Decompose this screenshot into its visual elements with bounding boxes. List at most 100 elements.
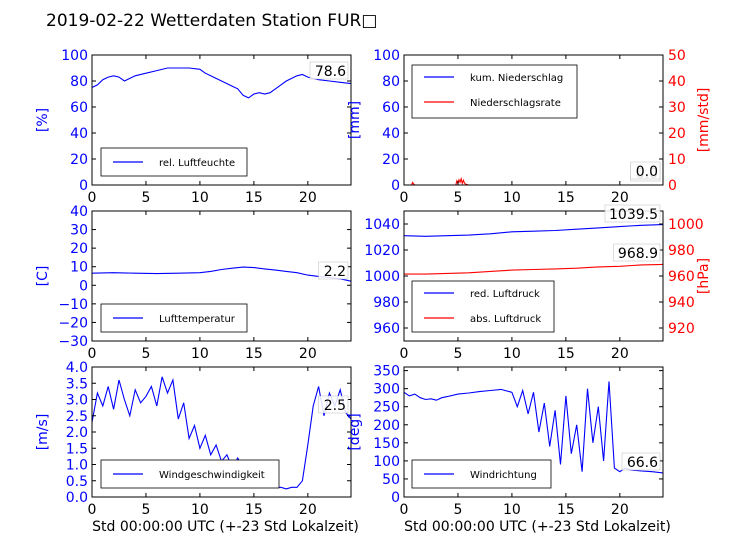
- y-tick-label: 20: [70, 152, 88, 168]
- y-right-tick-label: 960: [668, 269, 695, 285]
- y-tick-label: 40: [70, 126, 88, 142]
- value-annotation: 1039.5: [609, 207, 658, 223]
- x-tick-label: 10: [191, 346, 209, 362]
- y-tick-label: 30: [70, 223, 88, 239]
- y-tick-label: 1020: [364, 243, 400, 259]
- y-tick-label: 0: [391, 490, 400, 506]
- value-annotation-box: [604, 204, 661, 223]
- legend-entry: kum. Niederschlag: [470, 73, 563, 84]
- y-tick-label: 100: [373, 48, 400, 64]
- x-tick-label: 10: [503, 346, 521, 362]
- y-tick-label: 250: [373, 400, 400, 416]
- legend-entry: Windgeschwindigkeit: [159, 470, 265, 481]
- y-tick-label: 20: [382, 152, 400, 168]
- y-tick-label: 4.0: [66, 360, 88, 376]
- y-axis-label: [deg]: [347, 413, 363, 450]
- value-annotation-box: [318, 261, 349, 280]
- plot-frame: [91, 210, 352, 342]
- x-tick-label: 15: [557, 502, 575, 518]
- x-tick-label: 15: [245, 346, 263, 362]
- y-right-tick-label: 940: [668, 295, 695, 311]
- value-annotation-box: [318, 395, 349, 414]
- legend: red. Luftdruck abs. Luftdruck: [411, 280, 555, 333]
- y-right-tick-label: 30: [668, 100, 686, 116]
- x-axis-label: Std 00:00:00 UTC (+-23 Std Lokalzeit): [404, 519, 671, 535]
- series-line-0: [404, 381, 663, 474]
- y-tick-label: 3.5: [66, 376, 88, 392]
- y-tick-label: 100: [61, 48, 88, 64]
- y-tick-label: 20: [70, 241, 88, 257]
- y-tick-label: 1000: [364, 269, 400, 285]
- x-tick-label: 15: [245, 502, 263, 518]
- y-tick-label: 100: [373, 454, 400, 470]
- legend-entry: Niederschlagsrate: [470, 98, 561, 109]
- x-tick-label: 10: [503, 190, 521, 206]
- x-tick-label: 0: [88, 346, 97, 362]
- legend-entry: red. Luftdruck: [470, 289, 540, 300]
- x-tick-label: 5: [141, 502, 150, 518]
- y-tick-label: 200: [373, 418, 400, 434]
- y-right-tick-label: 920: [668, 321, 695, 337]
- x-tick-label: 20: [299, 190, 317, 206]
- y-tick-label: −20: [58, 315, 88, 331]
- legend-box: [411, 280, 555, 333]
- x-tick-label: 5: [141, 190, 150, 206]
- y-tick-label: 1.5: [66, 441, 88, 457]
- x-tick-label: 20: [611, 190, 629, 206]
- y-axis-label: [%]: [35, 108, 51, 132]
- y-tick-label: −30: [58, 334, 88, 350]
- x-tick-label: 10: [191, 502, 209, 518]
- y-tick-label: 1.0: [66, 458, 88, 474]
- legend: rel. Luftfeuchte: [100, 147, 248, 177]
- x-tick-label: 5: [453, 190, 462, 206]
- legend: Windrichtung: [411, 459, 552, 489]
- plot-frame: [91, 54, 352, 186]
- series-line-0: [92, 67, 351, 99]
- value-annotation-box: [613, 243, 661, 262]
- y-right-tick-label: 40: [668, 74, 686, 90]
- chart-panel: 0 5 10 15 20 0 20 40 60 80 100 [%] rel. Luftfeuchte 7…: [35, 48, 352, 206]
- value-annotation: 968.9: [618, 246, 658, 262]
- x-tick-label: 20: [299, 346, 317, 362]
- y-tick-label: 10: [70, 260, 88, 276]
- x-tick-label: 10: [191, 190, 209, 206]
- x-tick-label: 0: [88, 190, 97, 206]
- series-line-1: [404, 176, 663, 185]
- y-right-axis-label: [mm/std]: [696, 88, 712, 153]
- y-tick-label: 0.0: [66, 490, 88, 506]
- y-tick-label: 150: [373, 436, 400, 452]
- y-right-tick-label: 0: [668, 178, 677, 194]
- x-tick-label: 0: [88, 502, 97, 518]
- legend-box: [411, 64, 578, 119]
- x-tick-label: 15: [557, 346, 575, 362]
- y-axis-label: [mm]: [347, 101, 363, 139]
- value-annotation-box: [630, 161, 661, 180]
- value-annotation: 78.6: [315, 64, 346, 80]
- x-tick-label: 10: [503, 502, 521, 518]
- chart-panel: 0 5 10 15 20 960 980 1000 1020 1040 920 940 960 980 10…: [364, 204, 712, 362]
- y-tick-label: 0: [391, 178, 400, 194]
- x-tick-label: 5: [141, 346, 150, 362]
- value-annotation: 2.5: [324, 398, 346, 414]
- y-right-tick-label: 20: [668, 126, 686, 142]
- y-right-tick-label: 10: [668, 152, 686, 168]
- x-tick-label: 15: [245, 190, 263, 206]
- plot-frame: [403, 366, 664, 498]
- y-tick-label: 0: [79, 278, 88, 294]
- series-line-0: [92, 266, 351, 282]
- legend-entry: rel. Luftfeuchte: [159, 158, 235, 169]
- y-tick-label: 80: [70, 74, 88, 90]
- chart-panel: 0 5 10 15 200.00.51.01.52.02.53.03.54.0[m/s]…: [35, 360, 359, 535]
- y-tick-label: 2.5: [66, 409, 88, 425]
- value-annotation: 66.6: [627, 455, 658, 471]
- value-annotation-box: [621, 452, 661, 471]
- y-right-axis-label: [hPa]: [696, 258, 712, 294]
- y-tick-label: 80: [382, 74, 400, 90]
- x-tick-label: 0: [400, 346, 409, 362]
- legend: Lufttemperatur: [100, 303, 248, 333]
- y-tick-label: 1040: [364, 217, 400, 233]
- x-tick-label: 0: [400, 502, 409, 518]
- y-tick-label: 0: [79, 178, 88, 194]
